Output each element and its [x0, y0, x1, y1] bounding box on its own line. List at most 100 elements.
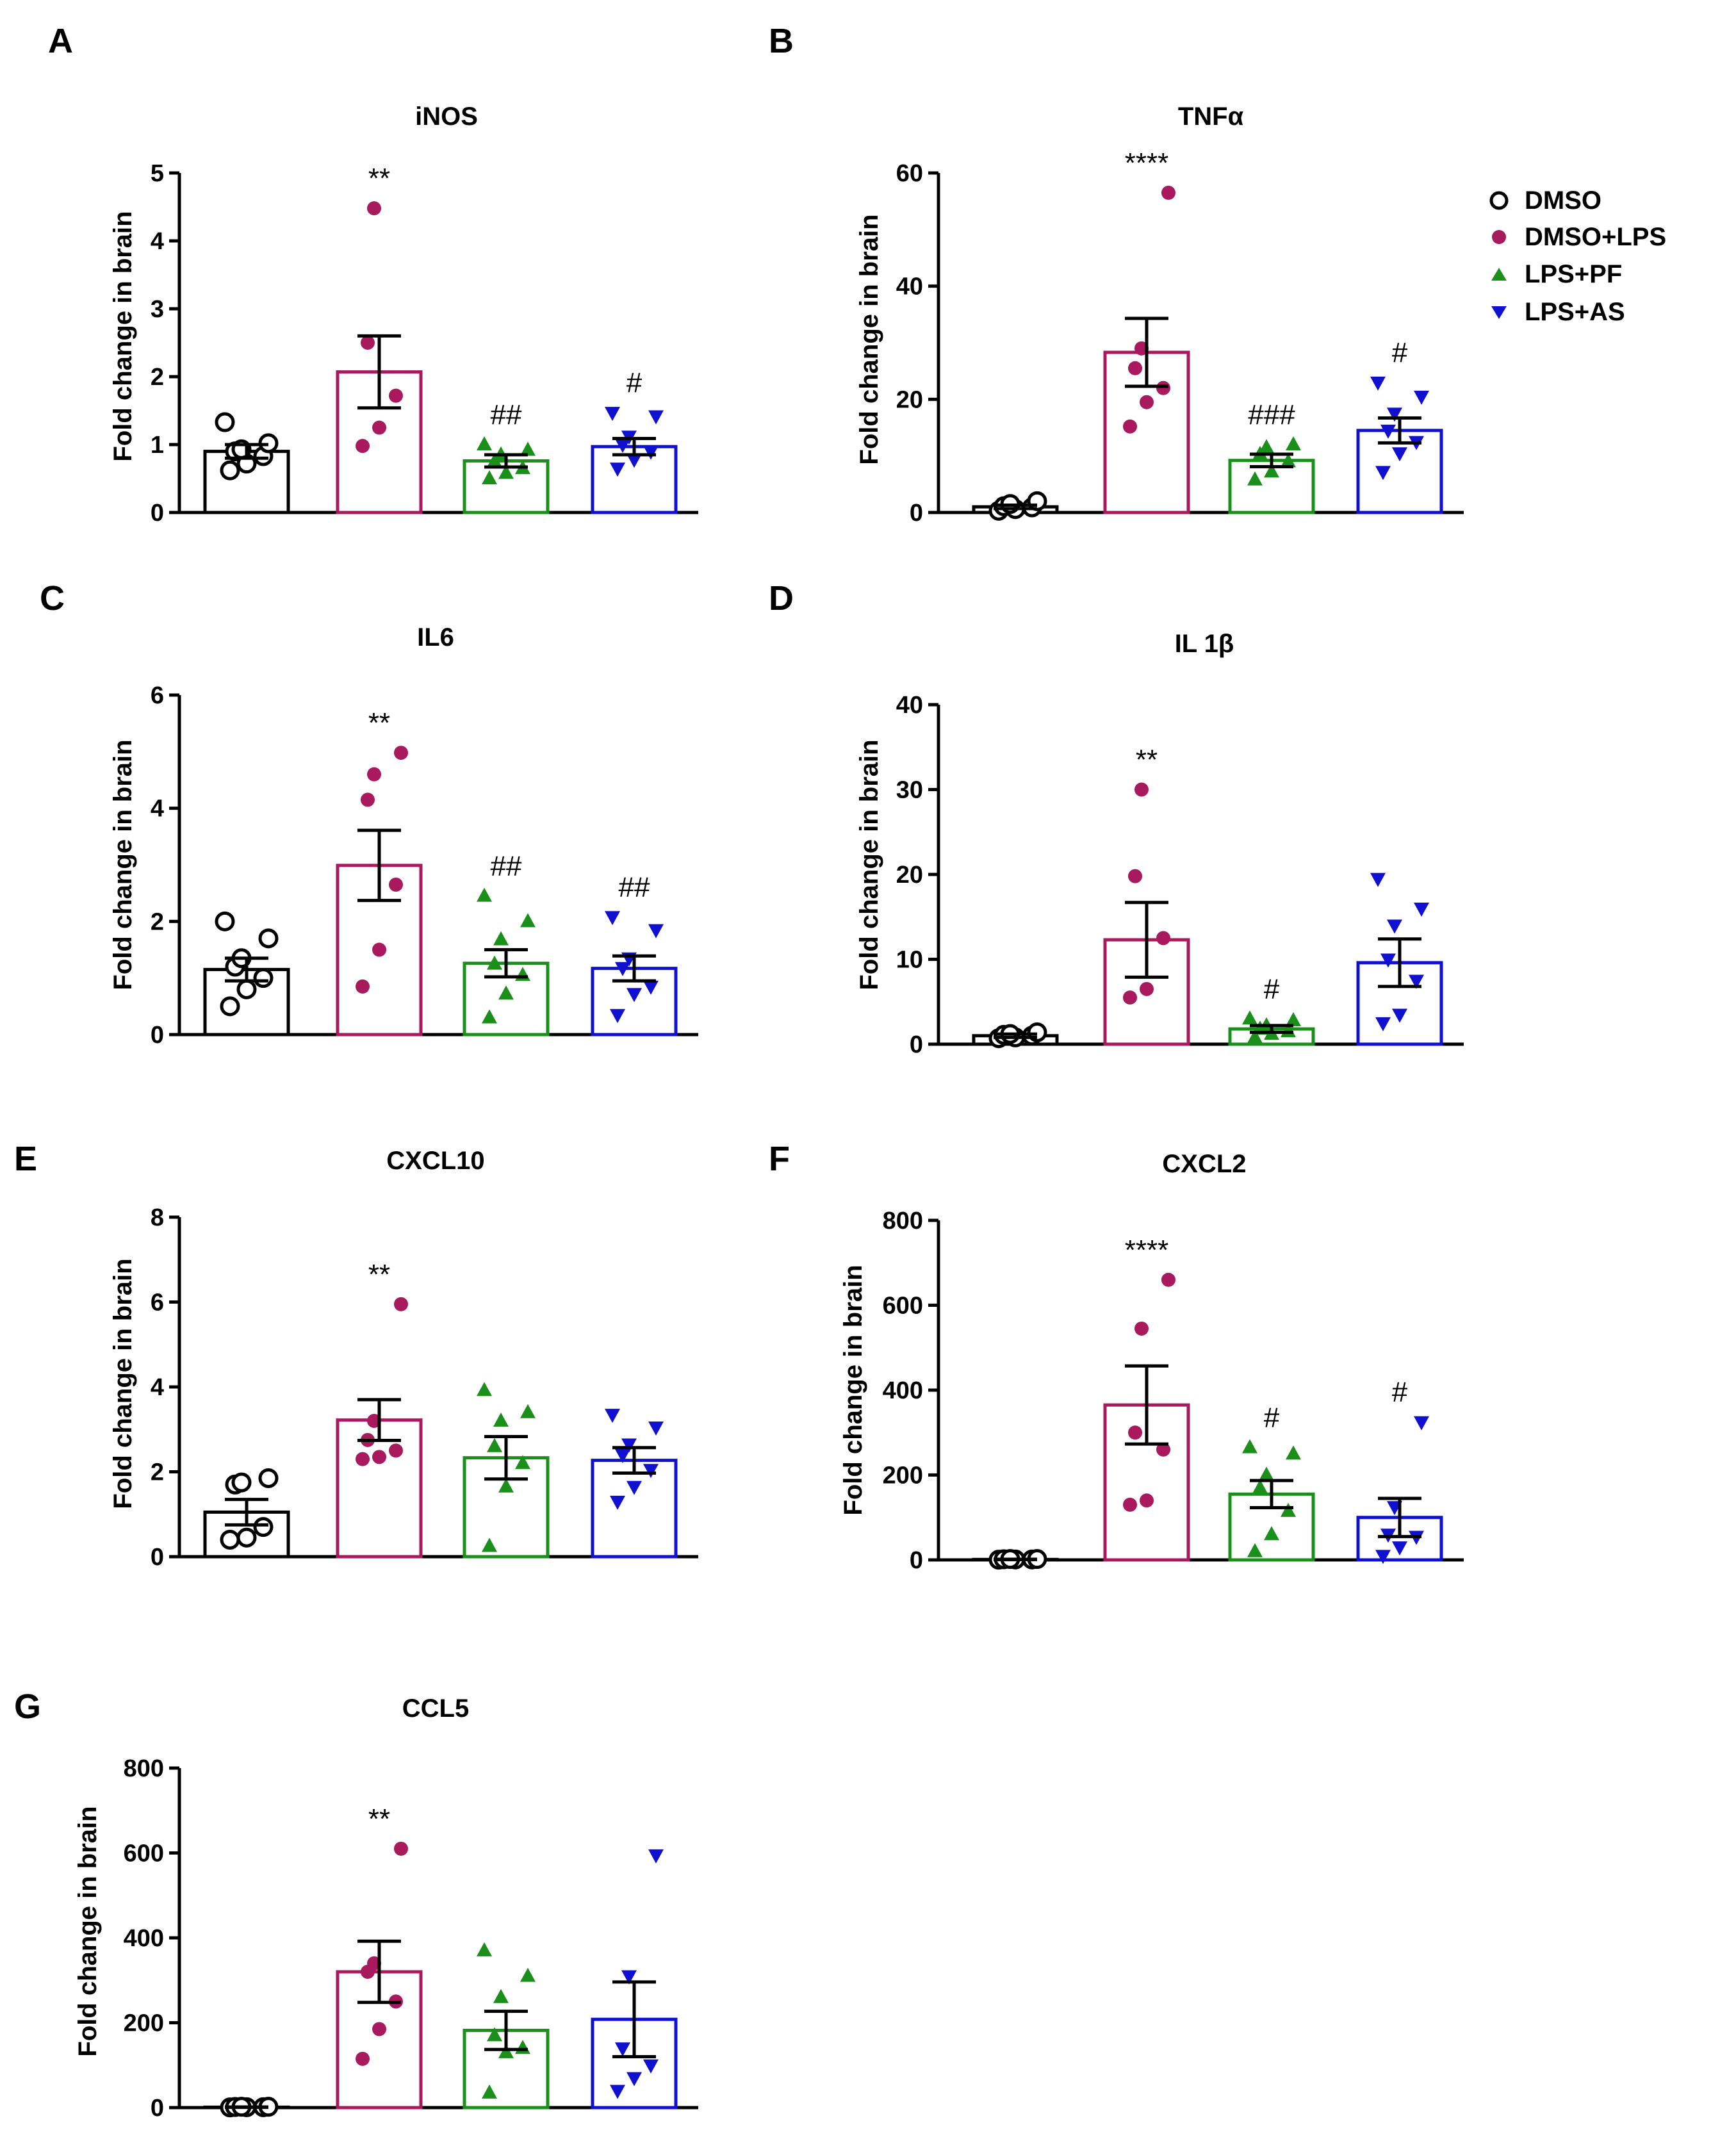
- y-tick-label: 0: [151, 2095, 164, 2122]
- panel-label-e: E: [14, 1140, 37, 1178]
- data-point: [394, 1841, 408, 1856]
- data-point: [356, 2051, 370, 2066]
- data-point: [215, 911, 235, 931]
- data-point: [477, 1382, 492, 1397]
- data-point: [615, 962, 630, 976]
- legend-item-dmso-lps: DMSO+LPS: [1492, 223, 1666, 251]
- significance-label: #: [1392, 1377, 1408, 1408]
- data-point: [356, 439, 370, 454]
- y-axis-label: Fold change in brain: [109, 211, 137, 461]
- significance-label: **: [368, 1259, 390, 1290]
- legend-label: LPS+PF: [1525, 260, 1622, 288]
- y-tick-label: 800: [124, 1755, 164, 1782]
- significance-label: **: [368, 707, 390, 739]
- significance-label: #: [626, 367, 643, 398]
- bar-dmso-lps: [336, 1418, 423, 1559]
- data-point: [1375, 1550, 1391, 1564]
- data-point: [372, 420, 386, 435]
- y-tick-label: 400: [124, 1925, 164, 1952]
- y-tick-label: 60: [896, 160, 923, 187]
- panel-d: IL 1β Fold change in brain 0 10 20 30 40 ** #: [855, 630, 1464, 1058]
- data-point: [258, 928, 279, 949]
- data-point: [498, 2044, 514, 2058]
- data-point: [1375, 466, 1391, 480]
- data-point: [605, 407, 620, 422]
- y-tick-label: 0: [151, 1022, 164, 1049]
- panel-label-b: B: [769, 22, 794, 60]
- data-point: [615, 2042, 630, 2057]
- y-tick-label: 2: [151, 908, 164, 935]
- y-tick-label: 4: [151, 796, 164, 823]
- data-point: [515, 1455, 530, 1470]
- data-point: [643, 1464, 659, 1479]
- data-point: [220, 460, 240, 480]
- panel-label-f: F: [769, 1140, 790, 1178]
- y-axis-label: Fold change in brain: [109, 1258, 137, 1509]
- y-tick-label: 0: [151, 1544, 164, 1571]
- data-point: [1156, 381, 1170, 395]
- data-point: [648, 1421, 664, 1436]
- y-tick-label: 400: [883, 1377, 923, 1404]
- data-point: [648, 1849, 664, 1864]
- data-point: [1286, 1012, 1301, 1026]
- data-point: [1380, 424, 1396, 439]
- data-point: [356, 1452, 370, 1466]
- data-point: [610, 1495, 625, 1510]
- panel-f: CXCL2 Fold change in brain 0 200 400 600 800…: [839, 1150, 1464, 1574]
- panel-e: CXCL10 Fold change in brain 0 2 4 6 8 **: [109, 1147, 698, 1571]
- y-tick-label: 600: [124, 1840, 164, 1867]
- panel-label-c: C: [40, 579, 65, 618]
- data-point: [1392, 1541, 1407, 1556]
- data-point: [482, 2084, 497, 2099]
- data-point: [253, 1517, 274, 1537]
- data-point: [1286, 436, 1301, 450]
- y-tick-label: 4: [151, 1374, 164, 1401]
- data-point: [1242, 1439, 1257, 1454]
- data-point: [258, 1468, 279, 1488]
- significance-label: **: [1136, 744, 1158, 776]
- panel-c: IL6 Fold change in brain 0 2 4 6 ** ## ##: [109, 623, 698, 1049]
- y-axis-label: Fold change in brain: [855, 214, 883, 464]
- data-point: [253, 968, 274, 988]
- data-point: [520, 913, 536, 928]
- data-point: [621, 1438, 637, 1453]
- data-point: [389, 1443, 403, 1458]
- data-point: [1161, 1272, 1175, 1287]
- data-point: [643, 445, 659, 460]
- data-point: [498, 1478, 514, 1493]
- data-point: [1134, 1321, 1149, 1336]
- data-point: [1259, 439, 1274, 454]
- data-point: [482, 1537, 497, 1552]
- data-point: [626, 454, 642, 468]
- chart-title: CXCL2: [1162, 1150, 1246, 1178]
- data-point: [367, 767, 381, 782]
- data-point: [1392, 1008, 1407, 1023]
- data-point: [520, 1404, 536, 1418]
- data-point: [626, 2072, 642, 2086]
- data-point: [482, 470, 497, 484]
- data-point: [605, 1409, 620, 1423]
- data-point: [1128, 361, 1142, 375]
- data-point: [367, 201, 381, 216]
- legend-marker-lps-as: [1491, 306, 1507, 319]
- y-tick-label: 0: [151, 500, 164, 527]
- significance-label: ##: [491, 851, 522, 882]
- y-tick-label: 6: [151, 1290, 164, 1316]
- legend-item-dmso: DMSO: [1489, 186, 1601, 215]
- data-point: [643, 2059, 659, 2074]
- data-point: [498, 985, 514, 1000]
- data-point: [1123, 990, 1137, 1005]
- data-point: [1252, 1479, 1268, 1494]
- legend-marker-dmso: [1489, 191, 1509, 210]
- data-point: [610, 1009, 625, 1024]
- significance-label: #: [1264, 1402, 1280, 1433]
- data-point: [1140, 981, 1154, 996]
- legend-marker-lps-pf: [1491, 268, 1507, 281]
- significance-label: **: [368, 1803, 390, 1835]
- y-tick-label: 200: [883, 1463, 923, 1489]
- y-tick-label: 200: [124, 2010, 164, 2037]
- data-point: [1123, 1497, 1137, 1512]
- panel-label-d: D: [769, 579, 794, 618]
